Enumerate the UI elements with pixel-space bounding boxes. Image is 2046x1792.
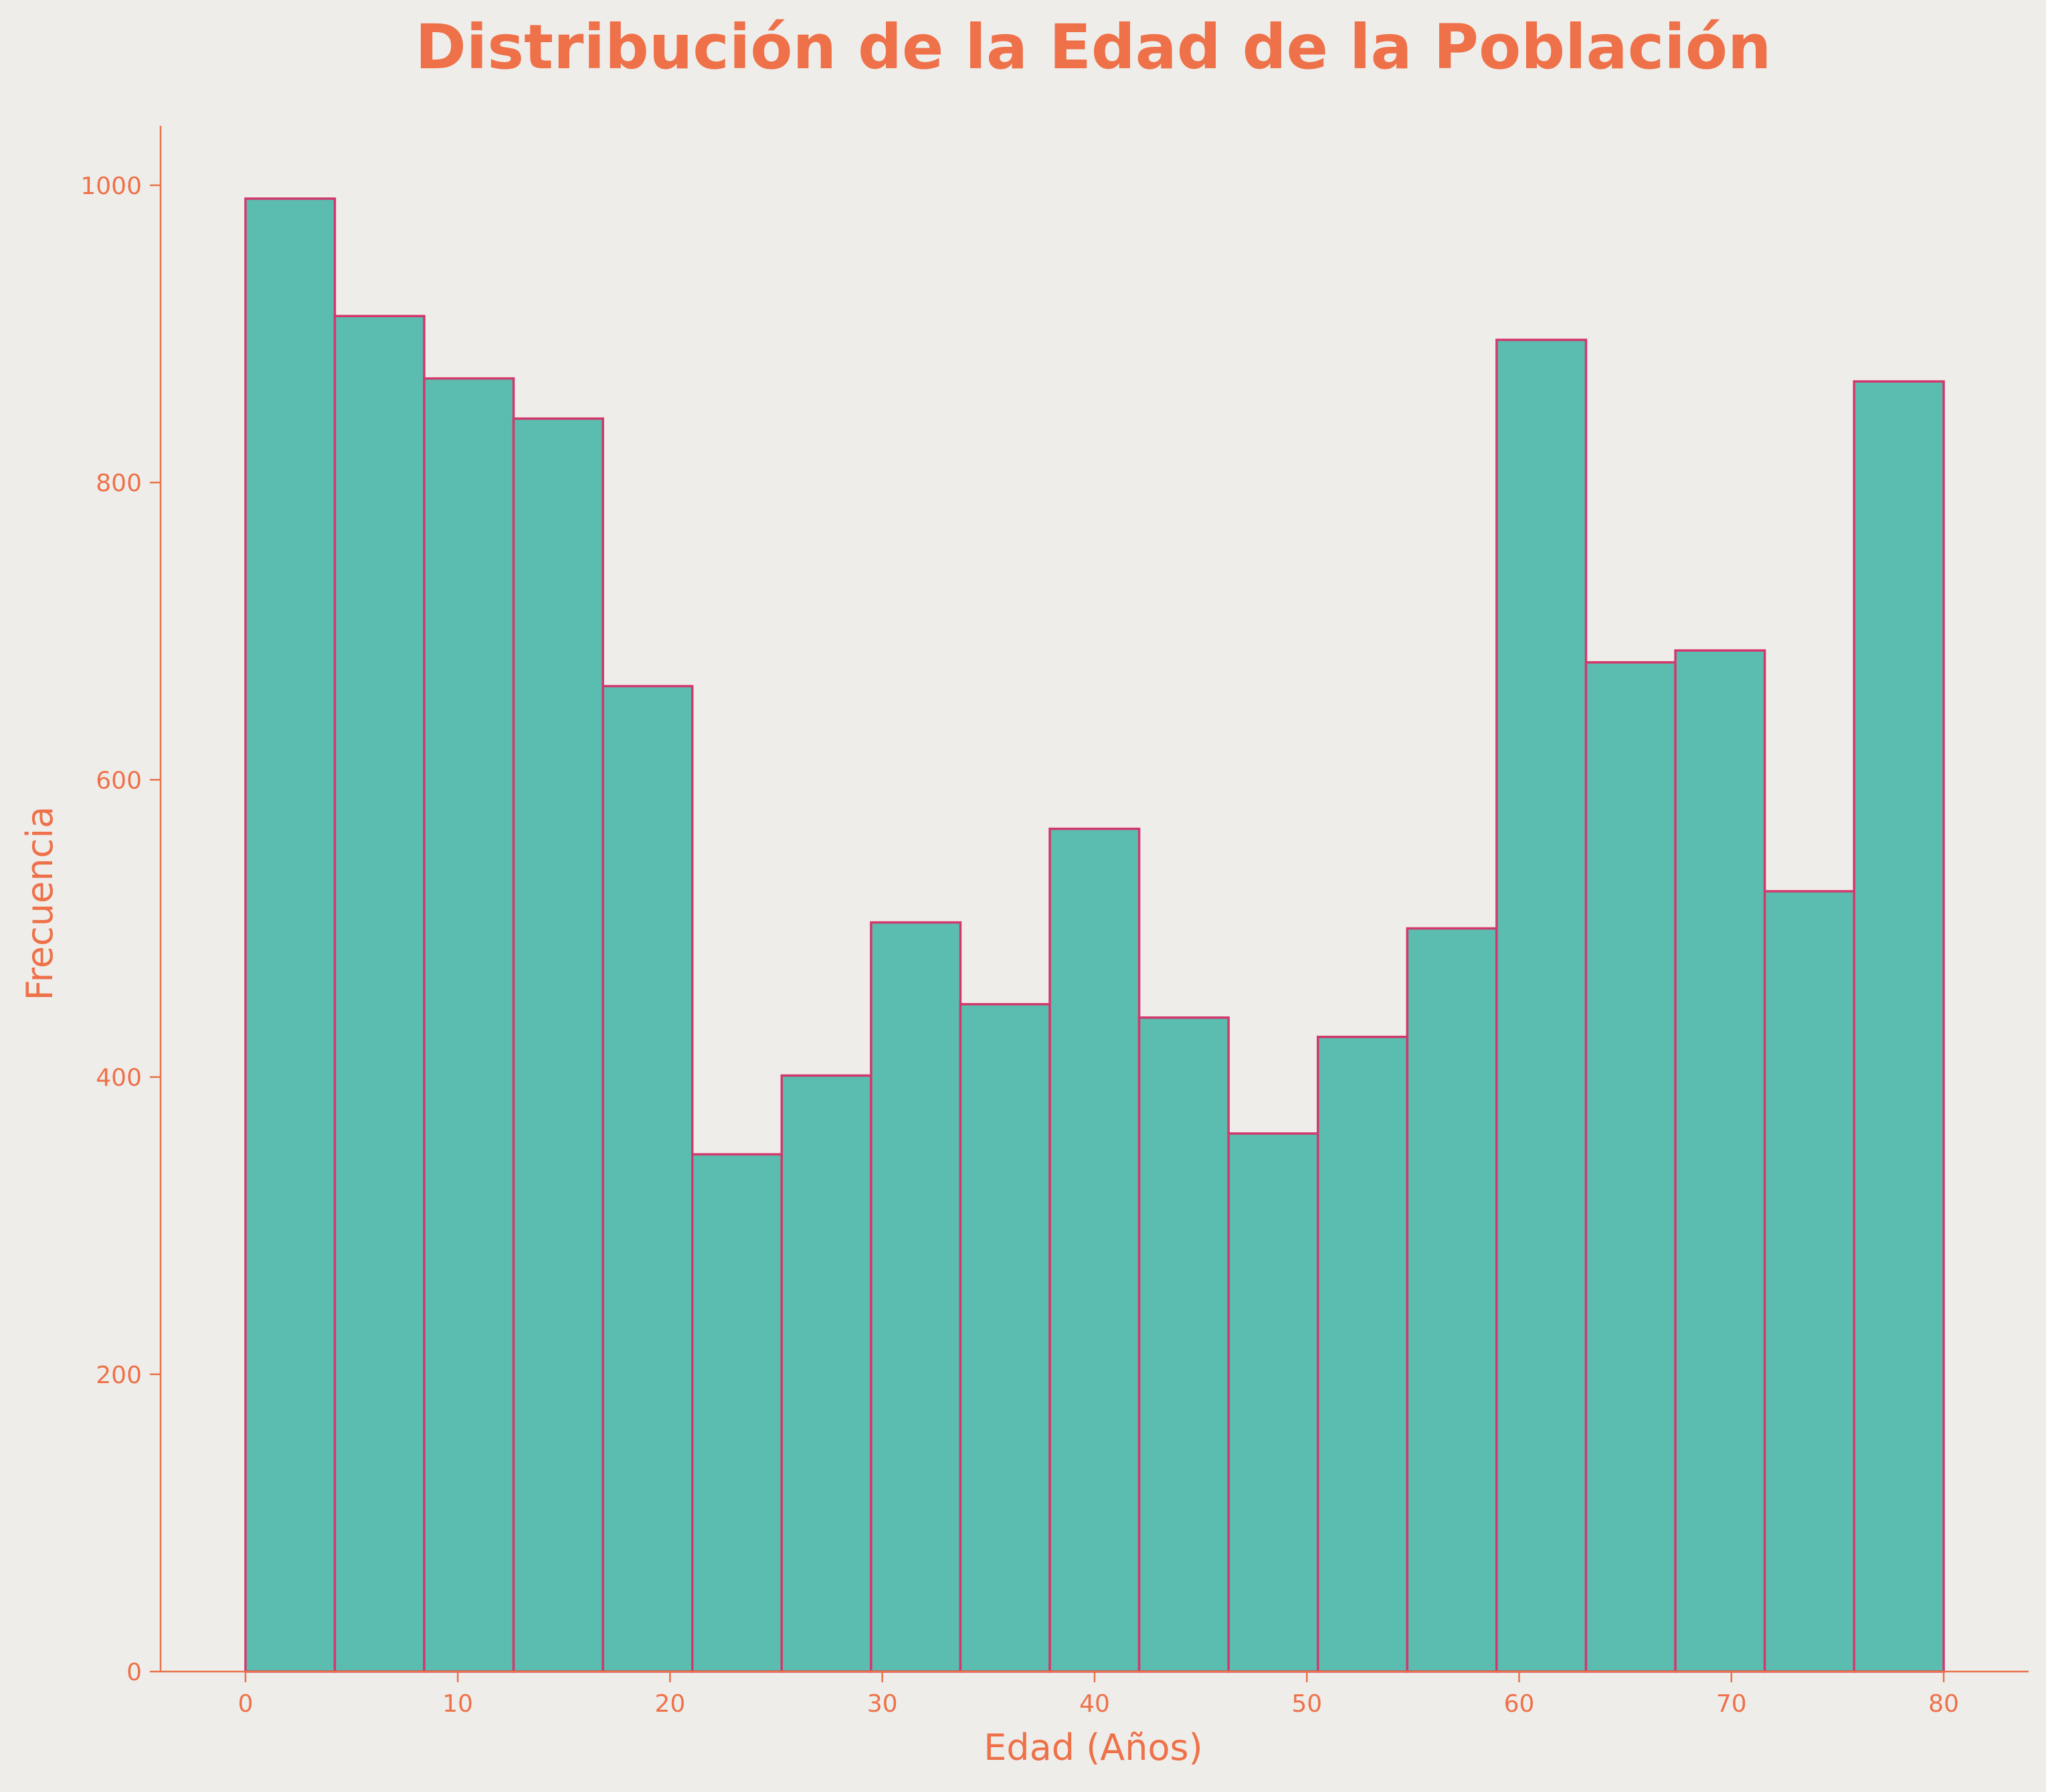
histogram-bar	[333, 315, 426, 1673]
y-tick-label: 0	[126, 1659, 142, 1686]
histogram-bar	[1763, 890, 1855, 1673]
histogram-bar	[1674, 649, 1766, 1673]
x-tick-label: 20	[655, 1690, 686, 1718]
histogram-bar	[1406, 927, 1498, 1673]
histogram-bar	[1317, 1035, 1409, 1673]
x-tick-label: 60	[1504, 1690, 1535, 1718]
histogram-bar	[691, 1153, 783, 1673]
histogram-bar	[780, 1074, 872, 1673]
histogram-bar	[244, 197, 337, 1673]
chart-title: Distribución de la Edad de la Población	[415, 11, 1771, 83]
histogram-bar	[1048, 827, 1141, 1673]
histogram-bar	[1495, 339, 1588, 1673]
x-tick-label: 40	[1079, 1690, 1110, 1718]
x-tick-label: 10	[442, 1690, 473, 1718]
y-axis-label: Frecuencia	[19, 806, 61, 1001]
y-tick-label: 800	[96, 470, 142, 497]
bars-group	[244, 197, 1945, 1673]
histogram-bar	[601, 685, 694, 1673]
y-tick-label: 400	[96, 1065, 142, 1092]
y-tick-label: 1000	[80, 173, 142, 200]
y-tick-label: 200	[96, 1362, 142, 1389]
histogram-bar	[1853, 380, 1945, 1673]
x-tick-label: 30	[867, 1690, 898, 1718]
x-tick-label: 0	[238, 1690, 253, 1718]
x-tick-label: 70	[1716, 1690, 1747, 1718]
histogram-bar	[1584, 661, 1677, 1673]
x-axis-label: Edad (Años)	[984, 1726, 1202, 1769]
histogram-bar	[870, 921, 962, 1673]
y-tick-label: 600	[96, 767, 142, 794]
histogram-bar	[1227, 1132, 1319, 1673]
x-tick-label: 50	[1291, 1690, 1322, 1718]
histogram-bar	[1137, 1016, 1230, 1673]
histogram-bar	[512, 417, 604, 1673]
histogram-bar	[423, 377, 515, 1673]
histogram-bar	[959, 1002, 1051, 1673]
x-tick-label: 80	[1928, 1690, 1959, 1718]
